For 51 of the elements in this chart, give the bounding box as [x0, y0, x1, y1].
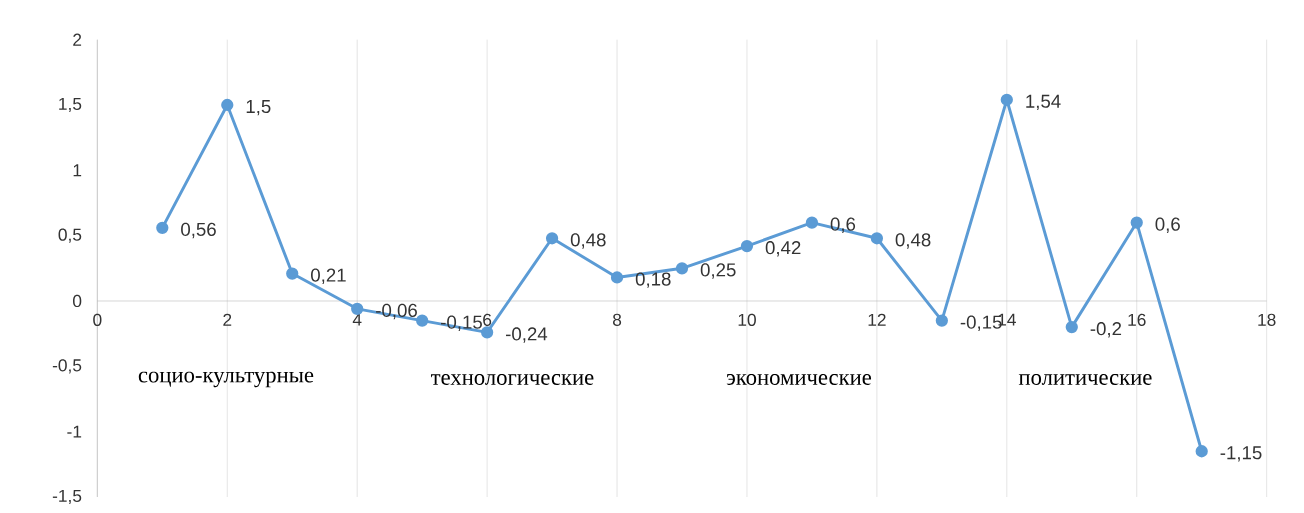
- point: [1195, 445, 1208, 458]
- annotation: социо-культурные: [138, 371, 314, 388]
- point: [286, 267, 299, 280]
- point: [675, 262, 689, 275]
- point: [351, 302, 364, 315]
- data-label: -0,24: [506, 327, 548, 343]
- point: [935, 314, 948, 327]
- x-tick-label: 10: [738, 313, 756, 326]
- point: [870, 232, 884, 245]
- y-tick-label: -1: [67, 425, 82, 438]
- data-label: 1,5: [246, 100, 271, 116]
- point: [1130, 216, 1143, 229]
- point: [416, 314, 429, 327]
- data-label: 0,6: [1155, 217, 1180, 233]
- annotation: технологические: [431, 373, 594, 385]
- y-tick-label: -0,5: [52, 359, 82, 374]
- data-label: -1,15: [1220, 446, 1262, 462]
- point: [480, 326, 494, 339]
- data-label: 0,42: [765, 241, 801, 257]
- data-label: 0,48: [895, 233, 931, 249]
- point: [805, 216, 819, 229]
- data-label: 1,54: [1026, 94, 1061, 111]
- y-tick-label: -1,5: [52, 489, 82, 505]
- annotation: экономические: [726, 373, 872, 385]
- x-tick-label: 18: [1258, 313, 1276, 326]
- data-label: 0,25: [700, 263, 736, 279]
- data-label: 0,18: [635, 272, 671, 288]
- x-tick-label: 0: [93, 313, 102, 326]
- x-tick-label: 2: [223, 313, 232, 326]
- y-tick-label: 2: [73, 33, 82, 46]
- point: [610, 271, 624, 284]
- x-tick-label: 4: [352, 313, 362, 326]
- x-tick-label: 12: [868, 313, 886, 326]
- x-tick-label: 6: [483, 313, 492, 326]
- data-label: 0,48: [570, 233, 606, 249]
- annotation: политические: [1018, 373, 1152, 385]
- y-tick-label: 1,5: [59, 97, 82, 113]
- point: [545, 232, 559, 245]
- y-tick-label: 1: [73, 164, 82, 177]
- point: [740, 239, 754, 253]
- point: [1065, 320, 1078, 334]
- point: [156, 221, 169, 234]
- point: [1000, 93, 1013, 106]
- data-label: -0,2: [1090, 322, 1122, 338]
- point: [221, 98, 234, 112]
- y-tick-label: 0: [73, 294, 82, 308]
- data-label: 0,56: [181, 222, 216, 239]
- y-tick-label: 0,5: [58, 228, 82, 243]
- data-label: 0,21: [311, 268, 346, 284]
- x-tick-label: 8: [612, 313, 622, 326]
- x-tick-label: 16: [1128, 313, 1146, 326]
